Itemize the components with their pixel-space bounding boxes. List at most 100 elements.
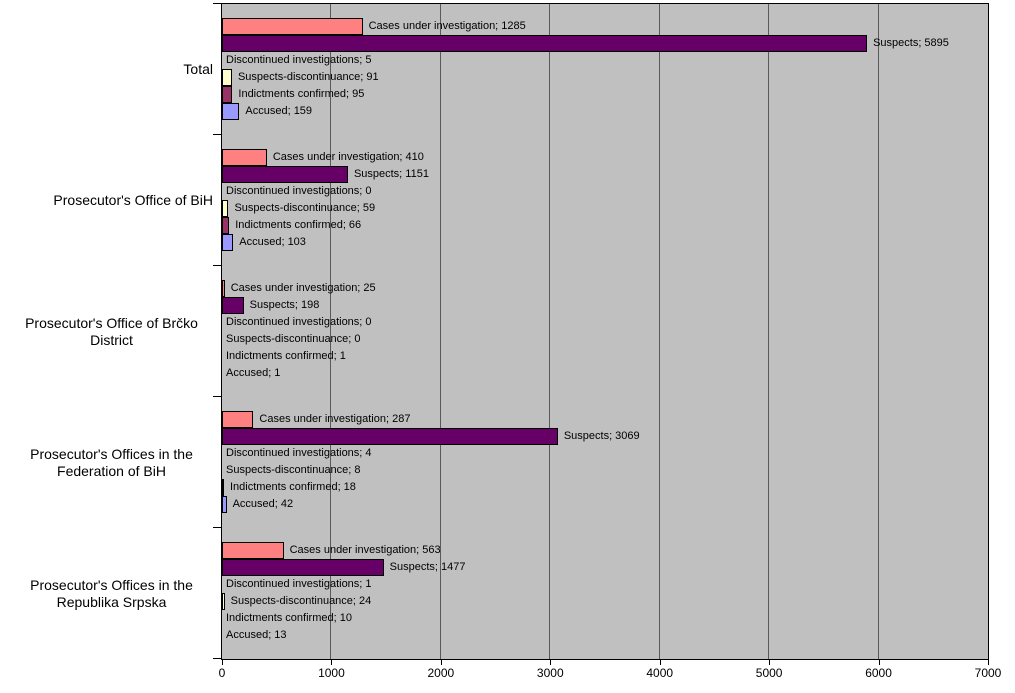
bar [222,200,229,217]
bar [222,149,267,166]
category-label: Total [10,4,213,135]
y-axis-tick [213,134,222,135]
gridline-2000 [439,4,441,659]
bar-row: Cases under investigation; 25 [222,280,988,297]
bar [222,542,284,559]
x-tick-label: 1000 [318,666,345,680]
bar-row: Suspects; 198 [222,297,988,314]
bar-data-label: Accused; 1 [226,367,281,379]
bar-data-label: Cases under investigation; 25 [230,282,376,294]
bar-data-label: Discontinued investigations; 0 [226,185,372,197]
bar-data-label: Suspects; 1477 [389,561,466,573]
bar-group: Cases under investigation; 1285 Suspects;… [222,4,988,135]
y-axis-tick [213,527,222,528]
gridline-6000 [877,4,879,659]
category-label-text: Prosecutor's Office of Brčko District [25,314,198,348]
bar-group: Cases under investigation; 25 Suspects; 1… [222,266,988,397]
bar-data-label: Indictments confirmed; 10 [226,612,352,624]
x-tick-label: 6000 [865,666,892,680]
bar-data-label: Discontinued investigations; 5 [226,54,372,66]
bar-data-label: Suspects-discontinuance; 8 [226,464,361,476]
bar [222,86,233,103]
bar [222,559,384,576]
gridline-4000 [658,4,660,659]
bar-data-label: Suspects; 1151 [353,168,429,180]
category-label: Prosecutor's Office of Brčko District [10,266,213,397]
x-axis-tick [878,660,880,665]
bar-data-label: Suspects-discontinuance; 0 [226,333,361,345]
x-tick-label: 0 [218,666,226,680]
y-axis-tick [213,3,222,4]
bar-data-label: Suspects; 198 [249,299,320,311]
bar-data-label: Suspects-discontinuance; 59 [234,202,376,214]
bar-group: Cases under investigation; 287 Suspects; … [222,397,988,528]
category-label: Prosecutor's Offices in the Federation o… [10,397,213,528]
bar-row: Accused; 103 [222,234,988,251]
category-label: Prosecutor's Offices in the Republika Sr… [10,528,213,659]
bar-row: Suspects-discontinuance; 8 [222,462,988,479]
bar-row: Suspects-discontinuance; 0 [222,331,988,348]
bar-row: Suspects-discontinuance; 59 [222,200,988,217]
x-axis-tick [988,660,989,665]
bar-data-label: Discontinued investigations; 4 [226,447,372,459]
bar-data-label: Accused; 103 [239,236,306,248]
bar-row: Indictments confirmed; 95 [222,86,988,103]
bar [222,428,558,445]
bar [222,18,363,35]
bar-row: Accused; 1 [222,365,988,382]
bar-data-label: Accused; 159 [245,105,313,117]
x-axis-tick [550,660,552,665]
bar-data-label: Suspects; 3069 [563,430,640,442]
bar-row: Indictments confirmed; 10 [222,610,988,627]
bar-data-label: Cases under investigation; 287 [259,413,411,425]
bar-data-label: Suspects-discontinuance; 24 [230,595,372,607]
plot-area: Cases under investigation; 1285 Suspects;… [221,3,989,660]
bar-row: Cases under investigation; 410 [222,149,988,166]
bar [222,217,230,234]
y-axis-tick [213,658,222,659]
bar-data-label: Cases under investigation; 1285 [368,20,526,32]
bar-row: Indictments confirmed; 1 [222,348,988,365]
x-tick-label: 7000 [974,666,1002,680]
category-label-text: Prosecutor's Office of BiH [53,192,213,208]
category-label: Prosecutor's Office of BiH [10,135,213,266]
bar-row: Suspects-discontinuance; 24 [222,593,988,610]
bar-row: Accused; 13 [222,627,988,644]
bar-row: Suspects; 5895 [222,35,988,52]
bar-data-label: Cases under investigation; 410 [272,151,424,163]
gridline-1000 [330,4,332,659]
bar-row: Suspects; 1477 [222,559,988,576]
bar-data-label: Accused; 13 [226,629,287,641]
bar-group: Cases under investigation; 563 Suspects; … [222,528,988,659]
bar-row: Accused; 42 [222,496,988,513]
bar-row: Suspects; 1151 [222,166,988,183]
bar-data-label: Indictments confirmed; 95 [238,88,365,100]
bar-data-label: Suspects; 5895 [873,37,949,49]
bar-row: Accused; 159 [222,103,988,120]
bar-row: Discontinued investigations; 5 [222,52,988,69]
bar-row: Indictments confirmed; 18 [222,479,988,496]
bar-data-label: Suspects-discontinuance; 91 [237,71,379,83]
bar [222,35,868,52]
bar-row: Cases under investigation; 563 [222,542,988,559]
category-label-text: Prosecutor's Offices in the Republika Sr… [30,576,193,610]
bar [222,69,232,86]
bar-data-label: Cases under investigation; 563 [289,544,441,556]
bar [222,479,224,496]
bar-group: Cases under investigation; 410 Suspects; … [222,135,988,266]
bar-row: Indictments confirmed; 66 [222,217,988,234]
category-label-text: Total [183,61,213,77]
bar [222,234,234,251]
bar-row: Discontinued investigations; 0 [222,183,988,200]
x-axis-tick [440,660,442,665]
x-axis-tick [331,660,333,665]
bar-row: Suspects; 3069 [222,428,988,445]
x-axis-tick [769,660,771,665]
bar [222,411,254,428]
bar [222,297,244,314]
bar-row: Discontinued investigations; 4 [222,445,988,462]
x-tick-label: 4000 [646,666,674,680]
bar-row: Cases under investigation; 1285 [222,18,988,35]
bar-data-label: Indictments confirmed; 1 [226,350,346,362]
